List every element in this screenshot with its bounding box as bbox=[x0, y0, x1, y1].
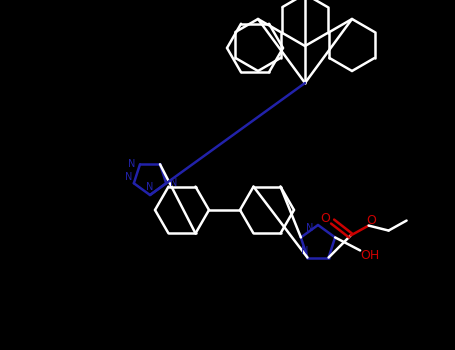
Text: N: N bbox=[125, 172, 132, 182]
Text: N: N bbox=[301, 246, 308, 256]
Text: N: N bbox=[171, 178, 178, 188]
Text: O: O bbox=[321, 212, 330, 225]
Text: N: N bbox=[147, 182, 154, 192]
Text: N: N bbox=[306, 223, 313, 233]
Text: OH: OH bbox=[360, 249, 380, 262]
Text: O: O bbox=[367, 214, 377, 227]
Text: N: N bbox=[128, 159, 136, 169]
